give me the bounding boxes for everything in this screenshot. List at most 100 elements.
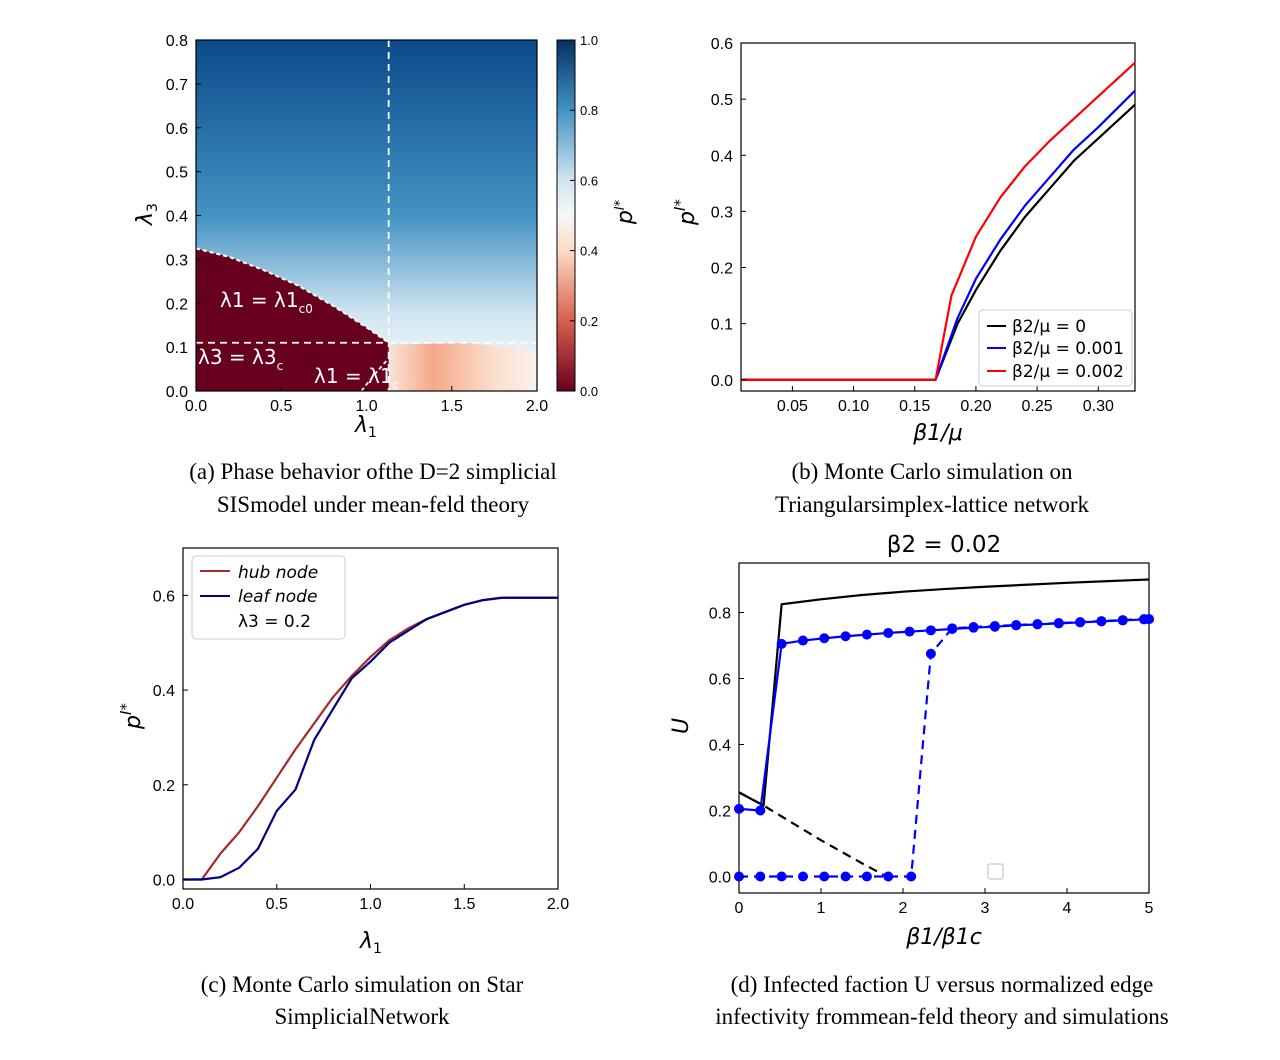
b-ytick-4: 0.4 [711, 148, 733, 165]
d-series-2-point-9 [926, 625, 936, 635]
c-xtick-1: 0.5 [266, 896, 288, 913]
d-series-2-point-6 [862, 630, 872, 640]
heatmap-panel-a: 0.0 0.5 1.0 1.5 2.0 0.0 0.1 0.2 0.3 0.4 0.5 0.6 0.7 0… [133, 33, 638, 441]
d-series-2-point-3 [798, 636, 808, 646]
colorbar-tick-4: 0.8 [580, 103, 598, 118]
caption-a-line1: (a) Phase behavior ofthe D=2 simplicial [189, 459, 556, 484]
axis-d-ylabel: U [669, 718, 694, 734]
d-series-3-point-1 [755, 872, 765, 882]
d-series-3-point-16 [1075, 617, 1085, 627]
d-series-2-point-1 [755, 806, 765, 816]
d-xtick-2: 2 [899, 900, 908, 917]
a-ytick-0: 0.0 [166, 384, 188, 401]
colorbar-tick-2: 0.4 [580, 244, 598, 259]
axis-c-ylabel: pI* [117, 703, 146, 730]
d-series-3-point-8 [906, 872, 916, 882]
d-series-2-point-0 [734, 804, 744, 814]
d-series-3-point-17 [1096, 616, 1106, 626]
d-series-2-point-5 [841, 631, 851, 641]
d-series-2-point-7 [883, 628, 893, 638]
b-xtick-0: 0.05 [777, 398, 808, 415]
a-ytick-7: 0.7 [166, 77, 188, 94]
a-ytick-5: 0.5 [166, 165, 188, 182]
b-ytick-2: 0.2 [711, 261, 733, 278]
c-ytick-1: 0.2 [153, 778, 175, 795]
c-ytick-0: 0.0 [153, 873, 175, 890]
d-series-3-point-3 [798, 872, 808, 882]
colorbar-tick-1: 0.2 [580, 314, 598, 329]
heatmap-light-red-region [389, 343, 537, 391]
a-ytick-2: 0.2 [166, 296, 188, 313]
caption-b-line2: Triangularsimplex-lattice network [775, 492, 1090, 517]
caption-d-line2: infectivity frommean-feld theory and sim… [715, 1004, 1169, 1029]
c-ytick-2: 0.4 [153, 683, 175, 700]
axis-d-xlabel: β1/β1c [905, 925, 982, 950]
a-ytick-6: 0.6 [166, 121, 188, 138]
a-xtick-4: 2.0 [526, 398, 548, 415]
legend-c: hub node leaf node λ3 = 0.2 [192, 556, 345, 639]
axis-a-xlabel: λ1 [354, 413, 377, 441]
d-ytick-3: 0.6 [709, 672, 731, 689]
b-xtick-5: 0.30 [1083, 398, 1114, 415]
caption-c-line2: SimplicialNetwork [274, 1004, 450, 1029]
d-series-3-point-14 [1032, 619, 1042, 629]
chart-d-title: β2 = 0.02 [887, 532, 1001, 558]
d-series-3-point-4 [819, 872, 829, 882]
c-ytick-3: 0.6 [153, 588, 175, 605]
b-ytick-3: 0.3 [711, 204, 733, 221]
axis-c-xlabel: λ1 [359, 929, 382, 957]
b-ytick-1: 0.1 [711, 317, 733, 334]
c-xtick-3: 1.5 [453, 896, 475, 913]
annotation-lambda1-c: λ1 = λ1c [314, 364, 399, 392]
d-series-2-point-8 [905, 627, 915, 637]
d-xtick-0: 0 [735, 900, 744, 917]
d-series-3-point-5 [841, 872, 851, 882]
d-series-3-point-13 [1011, 620, 1021, 630]
a-xtick-0: 0.0 [185, 398, 207, 415]
caption-d-line1: (d) Infected faction U versus normalized… [731, 972, 1154, 997]
d-xtick-3: 3 [981, 900, 990, 917]
b-xtick-4: 0.25 [1022, 398, 1053, 415]
a-ytick-4: 0.4 [166, 209, 188, 226]
b-ytick-5: 0.5 [711, 92, 733, 109]
axis-b-ylabel: pI* [671, 199, 700, 226]
axis-b-xlabel: β1/μ [912, 421, 962, 446]
empty-legend-box [988, 864, 1003, 879]
a-xtick-1: 0.5 [270, 398, 292, 415]
a-ytick-3: 0.3 [166, 252, 188, 269]
b-xtick-1: 0.10 [838, 398, 869, 415]
colorbar-label: pI* [613, 199, 638, 225]
legend-b: β2/μ = 0 β2/μ = 0.001 β2/μ = 0.002 [979, 310, 1132, 386]
d-xtick-4: 4 [1063, 900, 1072, 917]
d-series-3-point-10 [947, 623, 957, 633]
legend-c-note: λ3 = 0.2 [238, 612, 311, 632]
d-series-3-point-7 [883, 872, 893, 882]
line-chart-panel-d: β2 = 0.02 0 1 2 3 4 5 0.0 0.2 0.4 0.6 0.8 β1/β1c U [669, 532, 1154, 950]
legend-b-label-1: β2/μ = 0.001 [1012, 339, 1124, 359]
caption-b-line1: (b) Monte Carlo simulation on [791, 459, 1073, 484]
d-ytick-4: 0.8 [709, 606, 731, 623]
caption-c-line1: (c) Monte Carlo simulation on Star [201, 972, 524, 997]
b-ytick-6: 0.6 [711, 36, 733, 53]
legend-c-label-0: hub node [238, 563, 318, 583]
d-ytick-2: 0.4 [709, 738, 731, 755]
colorbar-tick-0: 0.0 [580, 384, 598, 399]
d-series-2-point-2 [777, 639, 787, 649]
annotation-lambda3-c: λ3 = λ3c [198, 345, 283, 373]
d-series-3-point-15 [1054, 618, 1064, 628]
d-xtick-1: 1 [817, 900, 826, 917]
c-xtick-0: 0.0 [172, 896, 194, 913]
line-chart-panel-b: 0.05 0.10 0.15 0.20 0.25 0.30 0.0 0.1 0.2 0.3 0.4 0… [671, 36, 1135, 446]
legend-b-label-2: β2/μ = 0.002 [1012, 362, 1124, 382]
line-chart-panel-c: 0.0 0.5 1.0 1.5 2.0 0.0 0.2 0.4 0.6 hub node lea… [117, 548, 569, 957]
d-ytick-1: 0.2 [709, 804, 731, 821]
d-series-3-point-20 [1144, 614, 1154, 624]
b-ytick-0: 0.0 [711, 373, 733, 390]
legend-b-label-0: β2/μ = 0 [1012, 317, 1086, 337]
d-xtick-5: 5 [1145, 900, 1154, 917]
d-series-3-point-2 [777, 872, 787, 882]
c-xtick-2: 1.0 [359, 896, 381, 913]
colorbar [557, 40, 575, 391]
caption-a-line2: SISmodel under mean-feld theory [217, 492, 530, 517]
